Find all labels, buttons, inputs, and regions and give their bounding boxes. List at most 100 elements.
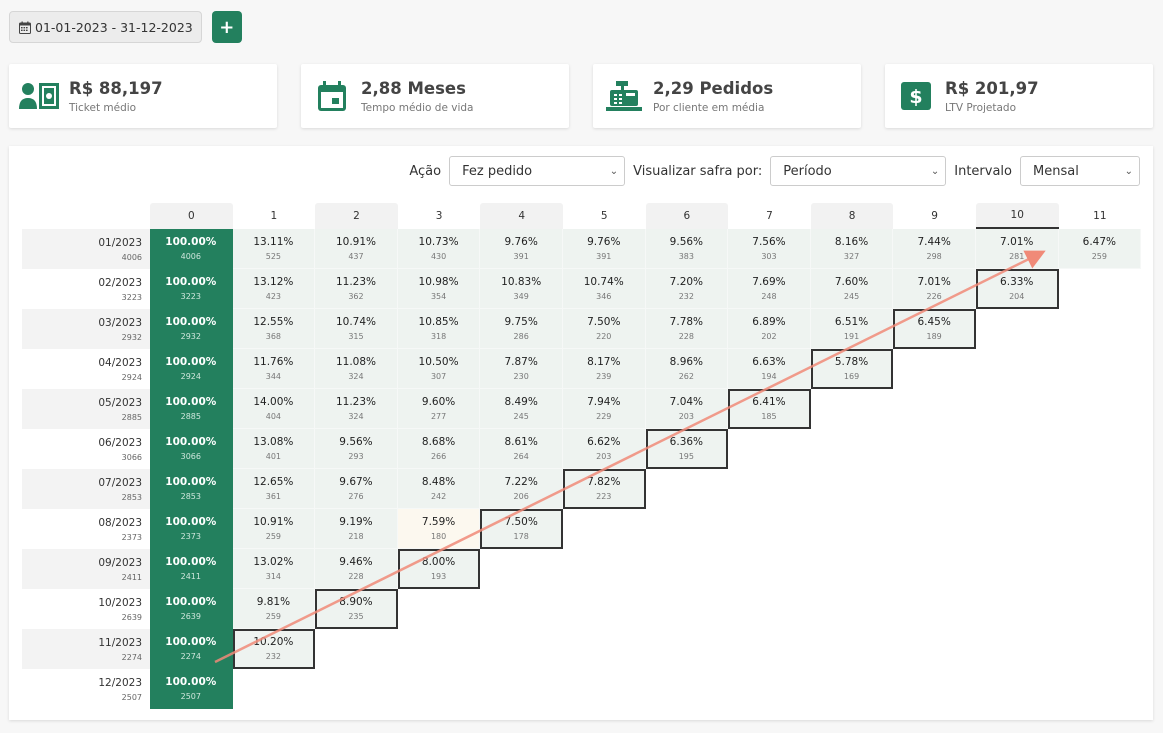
- cohort-cell[interactable]: 7.94% 229: [562, 389, 646, 429]
- cohort-cell[interactable]: 9.56% 383: [645, 229, 729, 269]
- cohort-cell[interactable]: 8.16% 327: [810, 229, 894, 269]
- column-header-6[interactable]: 6: [645, 203, 729, 229]
- interval-select[interactable]: Mensal ⌄: [1020, 156, 1140, 186]
- cohort-cell[interactable]: 7.01% 281: [975, 229, 1059, 269]
- cohort-cell[interactable]: 10.20% 232: [232, 629, 316, 669]
- cohort-cell[interactable]: 7.82% 223: [562, 469, 646, 509]
- cohort-cell[interactable]: 8.48% 242: [397, 469, 481, 509]
- cohort-cell[interactable]: 9.75% 286: [480, 309, 563, 349]
- kpi-value: 2,29 Pedidos: [653, 78, 774, 98]
- column-header-2[interactable]: 2: [315, 203, 398, 229]
- cohort-cell[interactable]: 10.98% 354: [397, 269, 481, 309]
- retention-count: 248: [761, 292, 777, 301]
- cohort-cell[interactable]: 7.59% 180: [397, 509, 481, 549]
- cohort-cell[interactable]: 100.00% 4006: [150, 229, 233, 269]
- cohort-cell[interactable]: 9.56% 293: [315, 429, 398, 469]
- cohort-cell[interactable]: 10.91% 259: [232, 509, 316, 549]
- cohort-cell[interactable]: 7.44% 298: [893, 229, 976, 269]
- cohort-cell[interactable]: 13.08% 401: [232, 429, 316, 469]
- cohort-cell[interactable]: 100.00% 3066: [150, 429, 233, 469]
- cohort-cell[interactable]: 7.50% 220: [562, 309, 646, 349]
- column-header-8[interactable]: 8: [810, 203, 894, 229]
- cohort-cell[interactable]: 100.00% 2924: [150, 349, 233, 389]
- cohort-cell[interactable]: 10.74% 315: [315, 309, 398, 349]
- cohort-cell[interactable]: 8.96% 262: [645, 349, 729, 389]
- cohort-row-label: 12/2023 2507: [22, 669, 150, 709]
- column-header-1[interactable]: 1: [270, 210, 278, 222]
- cohort-cell[interactable]: 7.87% 230: [480, 349, 563, 389]
- cohort-cell[interactable]: 10.91% 437: [315, 229, 398, 269]
- cohort-cell[interactable]: 7.78% 228: [645, 309, 729, 349]
- cohort-cell[interactable]: 6.62% 203: [562, 429, 646, 469]
- cohort-cell[interactable]: 11.23% 362: [315, 269, 398, 309]
- date-range-picker[interactable]: 01-01-2023 - 31-12-2023: [9, 11, 202, 43]
- cohort-cell[interactable]: 5.78% 169: [810, 349, 894, 389]
- cohort-cell[interactable]: 7.22% 206: [480, 469, 563, 509]
- cohort-cell[interactable]: 8.68% 266: [397, 429, 481, 469]
- cohort-cell[interactable]: 6.47% 259: [1058, 229, 1142, 269]
- cohort-cell[interactable]: 100.00% 2853: [150, 469, 233, 509]
- cohort-cell[interactable]: 100.00% 2507: [150, 669, 233, 709]
- add-button[interactable]: +: [211, 11, 242, 43]
- cohort-cell[interactable]: 7.56% 303: [728, 229, 811, 269]
- cohort-cell[interactable]: 10.50% 307: [397, 349, 481, 389]
- cohort-cell[interactable]: 9.46% 228: [315, 549, 398, 589]
- retention-percent: 10.74%: [583, 276, 624, 288]
- cohort-cell[interactable]: 100.00% 2411: [150, 549, 233, 589]
- cohort-cell[interactable]: 8.17% 239: [562, 349, 646, 389]
- cohort-cell[interactable]: 10.83% 349: [480, 269, 563, 309]
- cohort-cell[interactable]: 100.00% 2373: [150, 509, 233, 549]
- cohort-cell[interactable]: 8.90% 235: [315, 589, 398, 629]
- cohort-cell[interactable]: 6.63% 194: [728, 349, 811, 389]
- cohort-cell[interactable]: 7.69% 248: [728, 269, 811, 309]
- retention-count: 362: [348, 292, 364, 301]
- cohort-cell[interactable]: 14.00% 404: [232, 389, 316, 429]
- cohort-cell[interactable]: 10.74% 346: [562, 269, 646, 309]
- cohort-cell[interactable]: 10.73% 430: [397, 229, 481, 269]
- cohort-cell[interactable]: 7.04% 203: [645, 389, 729, 429]
- cohort-cell[interactable]: 6.45% 189: [893, 309, 976, 349]
- cohort-cell[interactable]: 13.12% 423: [232, 269, 316, 309]
- cohort-cell[interactable]: 9.67% 276: [315, 469, 398, 509]
- cohort-cell[interactable]: 6.36% 195: [645, 429, 729, 469]
- cohort-cell[interactable]: 6.41% 185: [728, 389, 811, 429]
- cohort-cell[interactable]: 12.65% 361: [232, 469, 316, 509]
- cohort-cell[interactable]: 7.20% 232: [645, 269, 729, 309]
- column-header-11[interactable]: 11: [1093, 210, 1107, 222]
- cohort-cell[interactable]: 13.02% 314: [232, 549, 316, 589]
- cohort-cell[interactable]: 100.00% 2639: [150, 589, 233, 629]
- column-header-9[interactable]: 9: [931, 210, 938, 222]
- cohort-cell[interactable]: 8.49% 245: [480, 389, 563, 429]
- cohort-cell[interactable]: 10.85% 318: [397, 309, 481, 349]
- cohort-cell[interactable]: 9.76% 391: [480, 229, 563, 269]
- cohort-cell[interactable]: 7.50% 178: [480, 509, 563, 549]
- cohort-cell[interactable]: 11.23% 324: [315, 389, 398, 429]
- column-header-4[interactable]: 4: [480, 203, 563, 229]
- cohort-cell[interactable]: 8.00% 193: [397, 549, 481, 589]
- cohort-cell[interactable]: 100.00% 2932: [150, 309, 233, 349]
- cohort-cell[interactable]: 9.19% 218: [315, 509, 398, 549]
- column-header-3[interactable]: 3: [435, 210, 443, 222]
- cohort-cell[interactable]: 9.60% 277: [397, 389, 481, 429]
- cohort-cell[interactable]: 6.51% 191: [810, 309, 894, 349]
- cohort-cell[interactable]: 100.00% 2274: [150, 629, 233, 669]
- column-header-7[interactable]: 7: [766, 210, 773, 222]
- cohort-cell[interactable]: 7.60% 245: [810, 269, 894, 309]
- cohort-cell[interactable]: 7.01% 226: [893, 269, 976, 309]
- action-select[interactable]: Fez pedido ⌄: [449, 156, 626, 186]
- cohort-cell[interactable]: 8.61% 264: [480, 429, 563, 469]
- cohort-cell[interactable]: 11.76% 344: [232, 349, 316, 389]
- cohort-cell[interactable]: 9.81% 259: [232, 589, 316, 629]
- cohort-cell[interactable]: 6.89% 202: [728, 309, 811, 349]
- cohort-cell[interactable]: 13.11% 525: [232, 229, 316, 269]
- cohort-cell[interactable]: 6.33% 204: [975, 269, 1059, 309]
- cohort-cell[interactable]: 100.00% 2885: [150, 389, 233, 429]
- cohort-by-select[interactable]: Período ⌄: [770, 156, 947, 186]
- cohort-cell[interactable]: 100.00% 3223: [150, 269, 233, 309]
- column-header-5[interactable]: 5: [600, 210, 608, 222]
- cohort-cell[interactable]: 11.08% 324: [315, 349, 398, 389]
- column-header-10[interactable]: 10: [975, 203, 1059, 229]
- cohort-cell[interactable]: 9.76% 391: [562, 229, 646, 269]
- cohort-cell[interactable]: 12.55% 368: [232, 309, 316, 349]
- column-header-0[interactable]: 0: [150, 203, 233, 229]
